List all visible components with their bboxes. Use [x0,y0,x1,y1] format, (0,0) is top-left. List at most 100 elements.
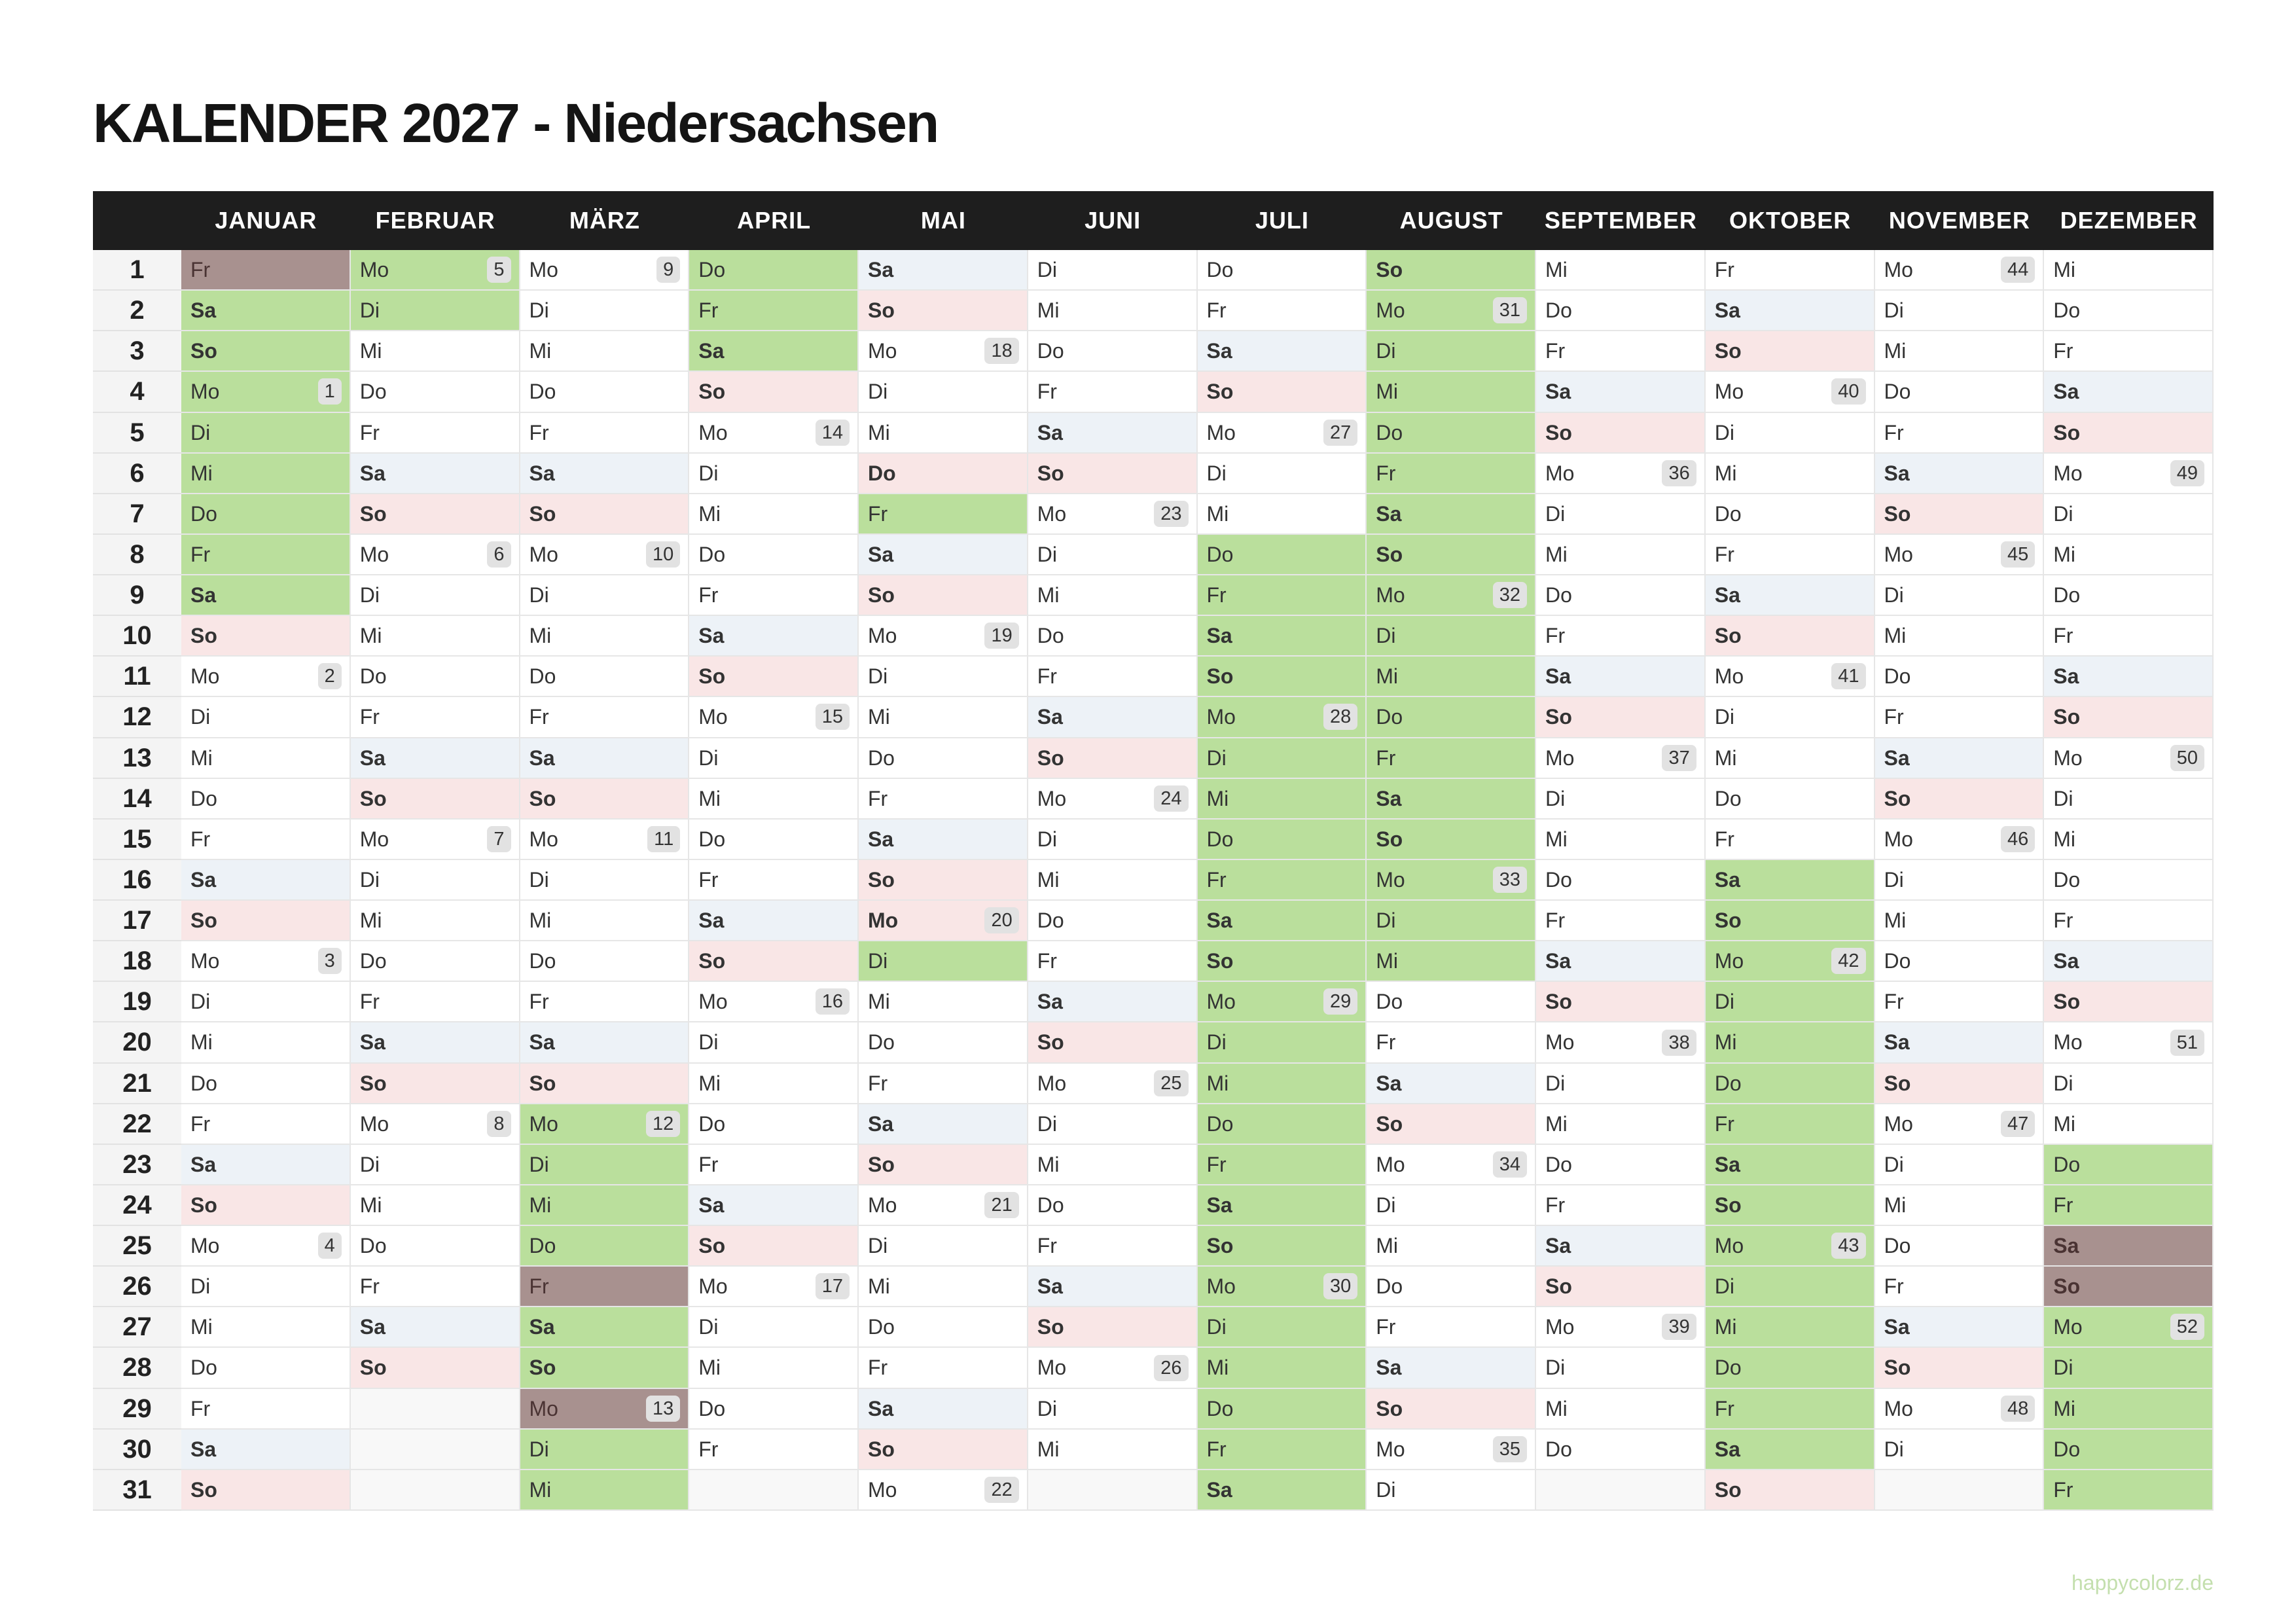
day-cell: Di [181,412,351,454]
week-number: 15 [815,704,850,731]
day-cell: Mi [1028,859,1198,901]
day-cell: Do [2044,291,2214,332]
weekday: Sa [698,909,725,933]
weekday: Do [359,664,387,689]
weekday: So [1037,461,1064,485]
weekday: Do [190,786,217,810]
day-cell: Fr [1028,657,1198,698]
day-cell: Sa [1536,1226,1706,1267]
day-number: 24 [93,1185,181,1227]
day-cell: Fr [1874,697,2045,738]
week-number: 12 [645,1110,681,1137]
day-cell: So [689,941,859,983]
day-number: 17 [93,901,181,942]
day-cell: Mi [520,331,690,372]
day-cell: Di [689,1022,859,1064]
day-cell: Mi [689,1348,859,1389]
weekday: Sa [1884,461,1910,485]
day-cell: So [1705,616,1875,657]
day-cell: Mi [859,412,1028,454]
day-cell: Sa [181,1429,351,1470]
day-cell: Mi [181,1307,351,1348]
week-number: 6 [487,541,511,568]
day-cell: Sa [1367,1348,1536,1389]
day-cell: Mo 51 [2044,1022,2214,1064]
day-cell: So [859,1429,1028,1470]
weekday: Do [1884,949,1911,973]
week-number: 5 [487,257,511,283]
weekday: Fr [190,827,211,851]
day-cell: Mo 52 [2044,1307,2214,1348]
weekday: Mo [1714,949,1744,973]
day-cell: Mi [2044,534,2214,576]
weekday: Mo [1376,867,1405,892]
weekday: Di [1714,420,1734,444]
day-cell: Fr [859,778,1028,820]
day-cell: Di [2044,1348,2214,1389]
weekday: Sa [1206,1477,1232,1502]
day-cell: Di [1028,1388,1198,1430]
weekday: Mo [2053,461,2083,485]
day-cell: Mi [350,901,520,942]
day-cell: Sa [859,1104,1028,1145]
month-name: AUGUST [1399,207,1503,234]
day-cell: So [520,778,690,820]
weekday: Mi [1376,949,1399,973]
day-cell: Fr [1197,1429,1367,1470]
day-cell: Do [520,1226,690,1267]
week-number: 21 [984,1192,1019,1219]
day-cell: Mo 4 [181,1226,351,1267]
day-cell: Di [689,453,859,494]
day-cell: Mi [520,616,690,657]
weekday: Mi [2053,258,2076,281]
weekday: Sa [190,1152,217,1176]
weekday: Sa [1884,1030,1910,1055]
week-number: 9 [656,257,681,283]
weekday: Fr [1545,1193,1566,1217]
weekday: Di [1037,258,1057,281]
weekday: So [1037,1030,1064,1055]
day-cell: Mi [2044,1388,2214,1430]
weekday: So [1714,1193,1742,1217]
day-cell: Mo 41 [1705,657,1875,698]
weekday: Di [529,583,549,607]
weekday: Mi [1206,1071,1229,1095]
weekday: Mi [1376,664,1399,689]
weekday: Fr [1206,867,1227,892]
weekday: Do [359,380,387,404]
day-number: 5 [93,412,181,454]
weekday: Mi [1206,501,1229,526]
day-cell: Fr [1028,941,1198,983]
day-number: 20 [93,1022,181,1064]
day-number: 7 [93,494,181,535]
day-cell: Di [520,575,690,617]
weekday: Fr [2053,1193,2073,1217]
day-cell: Do [859,1022,1028,1064]
day-cell: Di [1536,1348,1706,1389]
weekday: Mo [1714,380,1744,404]
day-cell: Mo 19 [859,616,1028,657]
day-cell: So [181,331,351,372]
day-cell: Di [2044,1063,2214,1104]
day-cell: Fr [2044,1470,2214,1511]
week-number: 26 [1154,1354,1189,1381]
week-number: 22 [984,1476,1019,1503]
day-cell: Mo 27 [1197,412,1367,454]
weekday: So [1206,664,1234,689]
day-cell: So [1367,819,1536,860]
day-number: 30 [93,1429,181,1470]
day-cell: Mi [520,901,690,942]
day-cell: Mi [2044,819,2214,860]
empty-cell [1536,1470,1706,1511]
weekday: Di [2053,1071,2073,1095]
day-cell: Do [689,1388,859,1430]
day-cell: Fr [2044,1185,2214,1227]
weekday: Mo [190,1234,220,1258]
weekday: Mi [529,909,552,933]
day-cell: Di [1874,291,2045,332]
day-cell: Mi [1028,1144,1198,1185]
month-name: FEBRUAR [375,207,495,234]
week-number: 48 [2000,1395,2036,1422]
day-cell: So [1705,901,1875,942]
